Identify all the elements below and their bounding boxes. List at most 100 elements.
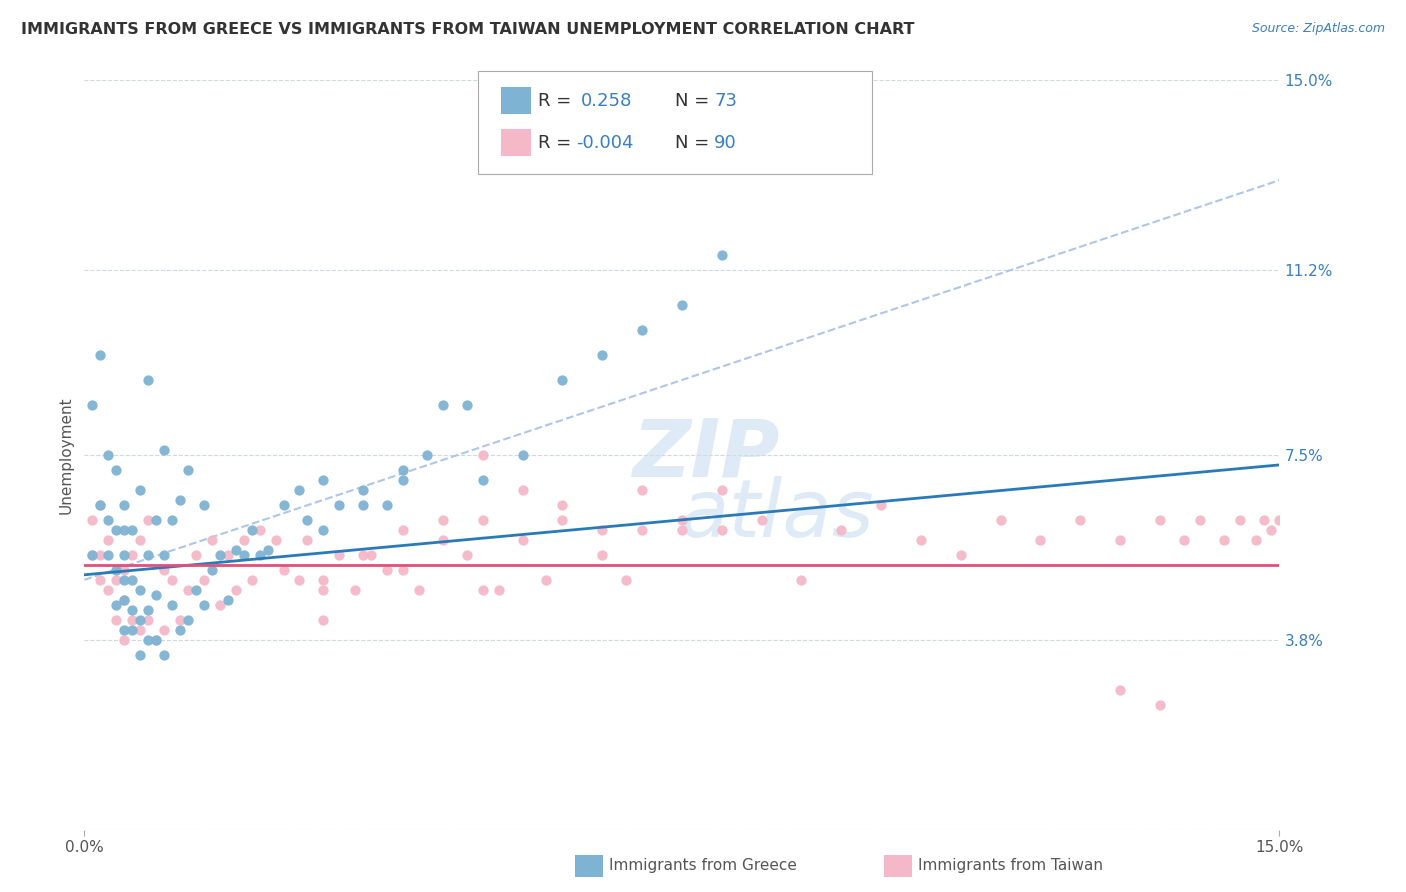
- Point: [160, 573, 183, 587]
- Point: [97, 513, 120, 527]
- Point: [112, 592, 135, 607]
- Point: [169, 623, 191, 637]
- Point: [145, 513, 167, 527]
- Point: [471, 473, 494, 487]
- Point: [136, 373, 159, 387]
- Point: [456, 548, 478, 562]
- Point: [273, 498, 295, 512]
- Point: [392, 473, 415, 487]
- Point: [89, 498, 111, 512]
- Point: [153, 548, 176, 562]
- Point: [416, 448, 439, 462]
- Text: IMMIGRANTS FROM GREECE VS IMMIGRANTS FROM TAIWAN UNEMPLOYMENT CORRELATION CHART: IMMIGRANTS FROM GREECE VS IMMIGRANTS FRO…: [21, 22, 914, 37]
- Point: [112, 592, 135, 607]
- Point: [512, 533, 534, 547]
- Point: [1149, 698, 1171, 712]
- Point: [201, 533, 224, 547]
- Point: [1109, 533, 1132, 547]
- Point: [169, 492, 191, 507]
- Point: [536, 573, 558, 587]
- Point: [217, 592, 239, 607]
- Point: [225, 542, 247, 557]
- Point: [710, 523, 733, 537]
- Point: [121, 613, 143, 627]
- Point: [136, 613, 159, 627]
- Text: R =: R =: [538, 134, 578, 152]
- Point: [312, 582, 335, 597]
- Point: [471, 513, 494, 527]
- Point: [352, 548, 374, 562]
- Point: [488, 582, 510, 597]
- Text: Immigrants from Taiwan: Immigrants from Taiwan: [918, 858, 1104, 872]
- Point: [456, 398, 478, 412]
- Point: [153, 563, 176, 577]
- Text: Source: ZipAtlas.com: Source: ZipAtlas.com: [1251, 22, 1385, 36]
- Point: [208, 598, 231, 612]
- Text: R =: R =: [538, 92, 578, 110]
- Point: [121, 523, 143, 537]
- Point: [193, 598, 215, 612]
- Point: [105, 523, 128, 537]
- Point: [184, 582, 207, 597]
- Point: [671, 298, 693, 312]
- Point: [352, 483, 374, 497]
- Point: [432, 533, 454, 547]
- Point: [121, 603, 143, 617]
- Point: [177, 613, 200, 627]
- Point: [471, 582, 494, 597]
- Point: [129, 648, 152, 662]
- Point: [671, 523, 693, 537]
- Point: [89, 498, 111, 512]
- Point: [112, 548, 135, 562]
- Point: [105, 613, 128, 627]
- Point: [105, 463, 128, 477]
- Point: [249, 548, 271, 562]
- Point: [710, 483, 733, 497]
- Point: [136, 632, 159, 647]
- Point: [121, 548, 143, 562]
- Point: [97, 582, 120, 597]
- Point: [89, 573, 111, 587]
- Point: [129, 533, 152, 547]
- Point: [360, 548, 382, 562]
- Point: [89, 548, 111, 562]
- Point: [240, 573, 263, 587]
- Point: [89, 348, 111, 362]
- Point: [129, 582, 152, 597]
- Point: [249, 523, 271, 537]
- Point: [551, 513, 574, 527]
- Point: [751, 513, 773, 527]
- Point: [375, 563, 398, 577]
- Text: -0.004: -0.004: [576, 134, 634, 152]
- Point: [1253, 513, 1275, 527]
- Point: [288, 483, 311, 497]
- Point: [352, 498, 374, 512]
- Point: [97, 448, 120, 462]
- Point: [512, 483, 534, 497]
- Point: [160, 513, 183, 527]
- Point: [169, 613, 191, 627]
- Point: [631, 483, 654, 497]
- Point: [790, 573, 813, 587]
- Point: [240, 523, 263, 537]
- Point: [105, 563, 128, 577]
- Point: [328, 548, 350, 562]
- Point: [112, 498, 135, 512]
- Point: [949, 548, 972, 562]
- Point: [344, 582, 367, 597]
- Point: [153, 648, 176, 662]
- Text: atlas: atlas: [681, 475, 875, 554]
- Point: [82, 398, 104, 412]
- Point: [82, 548, 104, 562]
- Point: [375, 498, 398, 512]
- Point: [256, 542, 278, 557]
- Point: [710, 248, 733, 262]
- Point: [129, 613, 152, 627]
- Point: [273, 563, 295, 577]
- Point: [121, 623, 143, 637]
- Point: [1188, 513, 1211, 527]
- Point: [112, 563, 135, 577]
- Point: [112, 573, 135, 587]
- Point: [153, 623, 176, 637]
- Point: [408, 582, 430, 597]
